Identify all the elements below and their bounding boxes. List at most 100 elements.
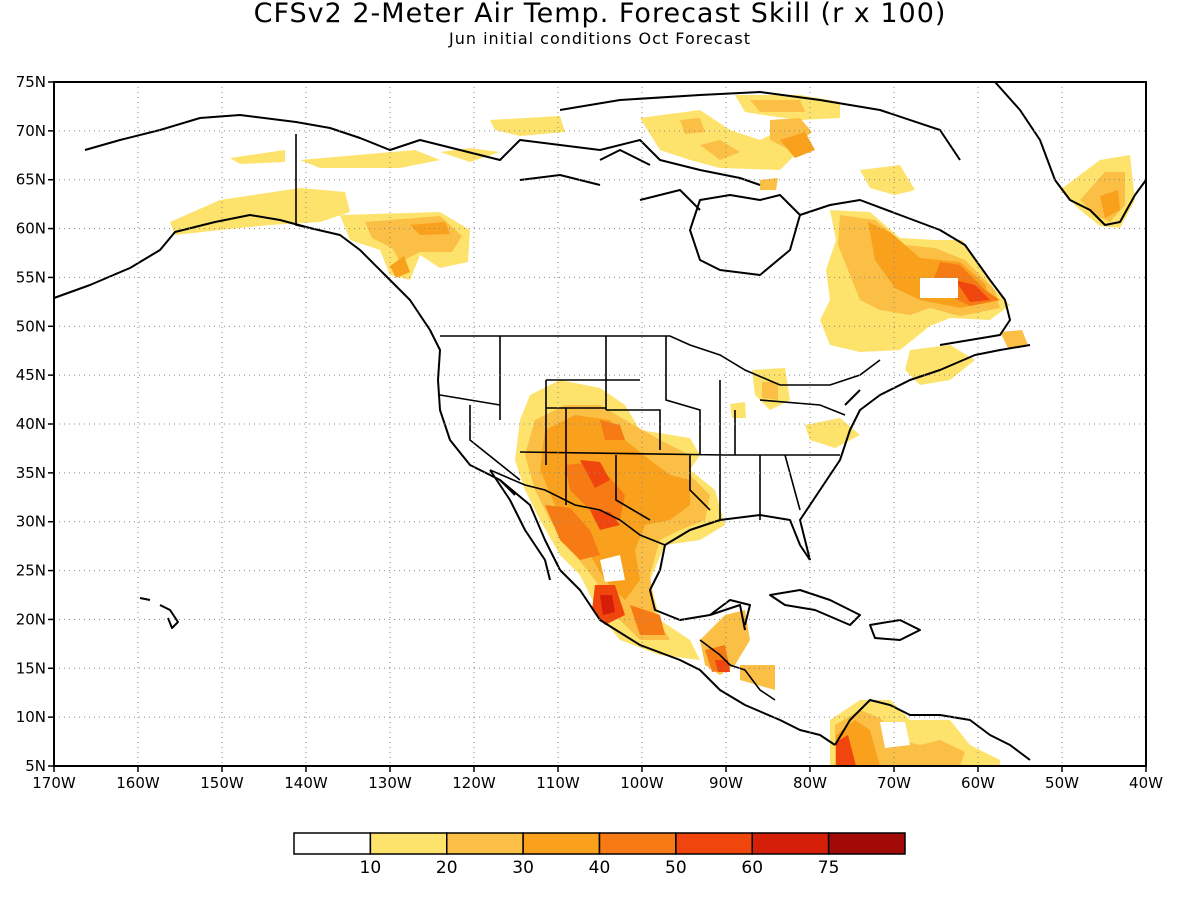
colorbar-swatch (827, 832, 906, 855)
colorbar-label: 50 (665, 858, 687, 878)
colorbar-label: 60 (741, 858, 763, 878)
colorbar-swatch (369, 832, 448, 855)
shade-sw-hot1 (565, 462, 625, 520)
lat-tick-label: 25N (16, 562, 46, 580)
shade-sw-hot5 (600, 420, 625, 440)
lon-tick-label: 170W (32, 774, 76, 792)
colorbar: 10 20 30 40 50 60 75 (293, 832, 906, 878)
lat-tick-label: 5N (25, 757, 46, 775)
colorbar-swatch (293, 832, 372, 855)
shade-greenland-core (1100, 190, 1120, 218)
lon-tick-label: 60W (961, 774, 995, 792)
shade-arctic-4 (700, 140, 740, 160)
coast-cuba (769, 589, 861, 626)
lon-tick-label: 150W (200, 774, 244, 792)
lon-tick-label: 140W (284, 774, 328, 792)
coast-arctic-islands (519, 91, 961, 211)
colorbar-swatch (751, 832, 830, 855)
colorbar-swatch (522, 832, 601, 855)
shade-nc (805, 418, 860, 448)
lon-tick-label: 100W (620, 774, 664, 792)
shade-bc-core (390, 256, 410, 278)
lon-tick-label: 90W (709, 774, 743, 792)
shade-sw-hot2 (545, 505, 600, 560)
lon-tick-label: 50W (1045, 774, 1079, 792)
lon-tick-label: 120W (452, 774, 496, 792)
shade-yukon (300, 150, 440, 168)
colorbar-label: 20 (436, 858, 458, 878)
coastlines (54, 82, 1146, 761)
shade-arctic-8 (780, 132, 815, 158)
border-alaska (295, 134, 341, 236)
lon-tick-label: 130W (368, 774, 412, 792)
shade-arctic-11 (440, 148, 500, 162)
lon-tick-label: 160W (116, 774, 160, 792)
coast-alaska (54, 114, 836, 746)
shade-arctic-7 (770, 118, 812, 150)
coast-atlantic (799, 344, 1031, 561)
coast-baja (489, 469, 551, 581)
shade-sw-hot4 (590, 510, 620, 530)
lat-tick-label: 20N (16, 610, 46, 628)
shade-ca4 (740, 665, 775, 690)
lat-tick-label: 65N (16, 171, 46, 189)
shade-arctic-1 (490, 116, 565, 136)
coast-hispaniola (869, 619, 921, 641)
lon-tick-label: 110W (536, 774, 580, 792)
shade-mex-west2 (600, 595, 615, 615)
coast-greenland (994, 82, 1146, 226)
shade-nfld (1000, 330, 1028, 348)
shade-sa-gap (880, 722, 910, 748)
skill-shading (170, 95, 1135, 766)
border-us-canada (440, 335, 881, 386)
colorbar-label: 30 (512, 858, 534, 878)
axis-ticks (48, 81, 1147, 772)
shade-sw-hot3 (580, 460, 610, 488)
coast-yucatan (709, 599, 751, 626)
colorbar-swatch (598, 832, 677, 855)
shade-alaska (230, 150, 285, 164)
colorbar-label: 10 (360, 858, 382, 878)
lat-tick-label: 45N (16, 366, 46, 384)
shade-alaska-south (170, 188, 350, 235)
colorbar-label: 40 (589, 858, 611, 878)
political-borders (295, 134, 881, 701)
shade-quebec-hot2 (955, 280, 990, 302)
shade-mex-gap (600, 555, 625, 582)
lat-tick-label: 40N (16, 415, 46, 433)
lon-tick-label: 40W (1129, 774, 1163, 792)
colorbar-swatch (446, 832, 524, 855)
shade-arctic-9 (860, 165, 915, 195)
shade-lakes2 (762, 382, 778, 400)
map-title: CFSv2 2-Meter Air Temp. Forecast Skill (… (253, 0, 947, 29)
lat-tick-label: 55N (16, 268, 46, 286)
coast-sa (834, 699, 1031, 761)
colorbar-swatch (675, 832, 753, 855)
lon-tick-label: 70W (877, 774, 911, 792)
lon-tick-label: 80W (793, 774, 827, 792)
lat-tick-label: 60N (16, 220, 46, 238)
shade-sa-hot (836, 735, 856, 766)
shade-ohio (730, 402, 746, 418)
shade-arctic-6 (750, 100, 805, 112)
coast-hawaii (139, 597, 179, 629)
border-mex-guatemala (699, 639, 776, 701)
map-subtitle: Jun initial conditions Oct Forecast (448, 29, 752, 48)
coast-hudson (689, 194, 801, 276)
shade-mex-south (630, 605, 665, 635)
gridlines (54, 82, 1146, 766)
colorbar-label: 75 (818, 858, 840, 878)
lat-tick-label: 30N (16, 513, 46, 531)
lat-tick-label: 15N (16, 659, 46, 677)
border-us-mexico (489, 469, 666, 546)
lat-tick-label: 35N (16, 464, 46, 482)
lat-tick-label: 75N (16, 73, 46, 91)
lat-tick-label: 70N (16, 122, 46, 140)
shade-quebec-gap (920, 278, 958, 298)
lat-tick-label: 50N (16, 317, 46, 335)
lat-tick-label: 10N (16, 708, 46, 726)
axis-tick-labels: 5N 10N 15N 20N 25N 30N 35N 40N 45N 50N 55N 60N 65N 70… (16, 73, 1163, 792)
shade-arctic-10 (760, 178, 778, 190)
shade-arctic-3 (680, 118, 705, 134)
